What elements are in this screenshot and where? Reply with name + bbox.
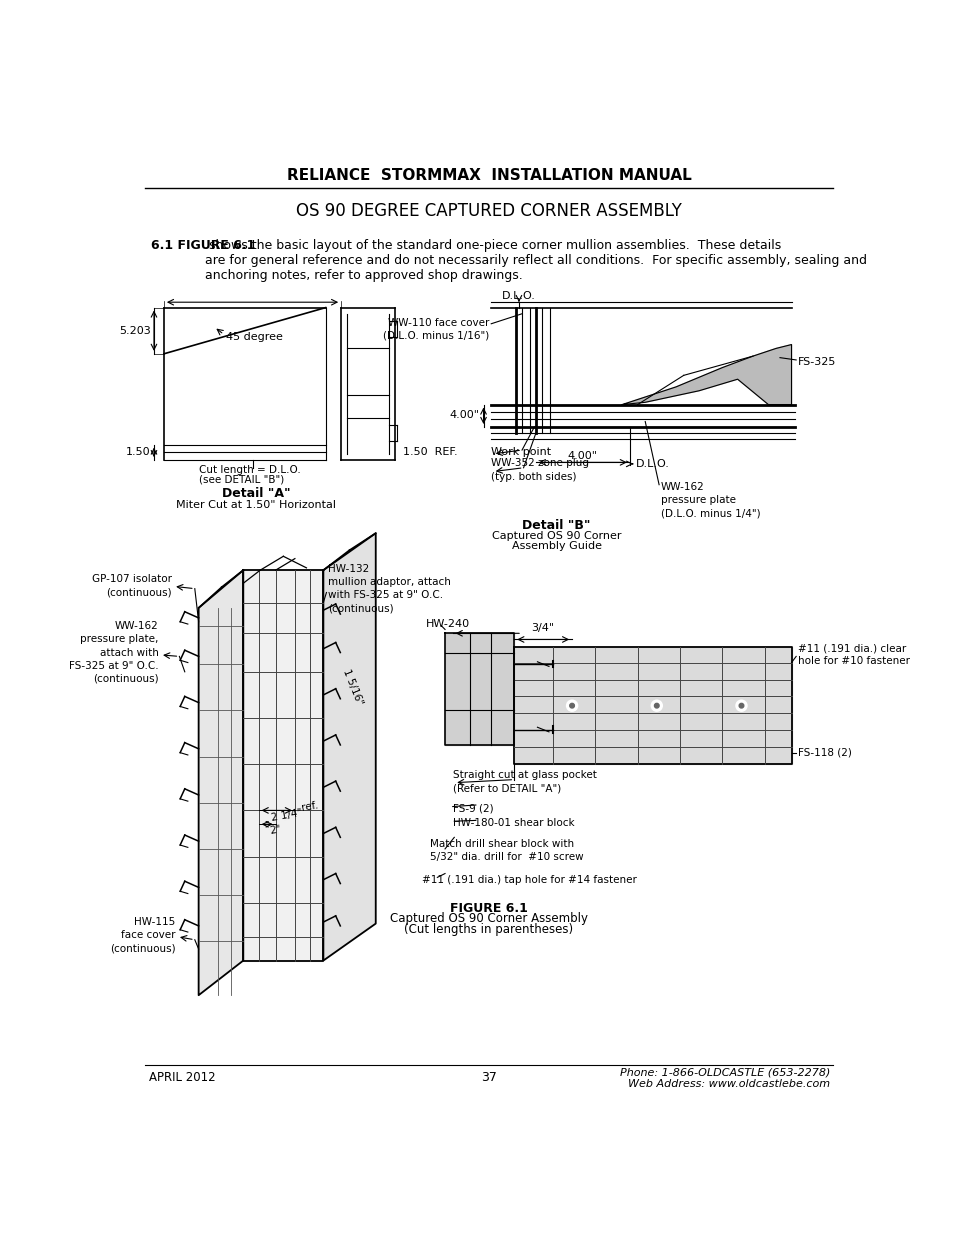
Text: 1.50  REF.: 1.50 REF. [402,447,456,457]
Text: 3/4": 3/4" [531,624,554,634]
Polygon shape [514,647,791,764]
Text: Detail "B": Detail "B" [522,519,590,532]
Text: 1.50: 1.50 [126,447,151,457]
Text: Match drill shear block with
5/32" dia. drill for  #10 screw: Match drill shear block with 5/32" dia. … [429,839,582,862]
Text: Captured OS 90 Corner: Captured OS 90 Corner [492,531,620,541]
Text: Web Address: www.oldcastlebe.com: Web Address: www.oldcastlebe.com [627,1078,829,1089]
Text: WW-162
pressure plate
(D.L.O. minus 1/4"): WW-162 pressure plate (D.L.O. minus 1/4"… [659,482,760,517]
Text: FS-325: FS-325 [797,357,835,367]
Text: 4.00": 4.00" [449,410,479,420]
Text: FS-9 (2): FS-9 (2) [453,804,493,814]
Text: (see DETAIL "B"): (see DETAIL "B") [198,474,284,484]
Text: HW-240: HW-240 [425,619,470,629]
Polygon shape [323,534,375,961]
Text: RELIANCE  STORMMAX  INSTALLATION MANUAL: RELIANCE STORMMAX INSTALLATION MANUAL [286,168,691,183]
Text: Straight cut at glass pocket
(Refer to DETAIL "A"): Straight cut at glass pocket (Refer to D… [453,771,596,794]
Circle shape [569,704,574,708]
Text: Work point: Work point [491,447,551,457]
Polygon shape [621,345,791,405]
Text: WW-110 face cover
(D.L.O. minus 1/16"): WW-110 face cover (D.L.O. minus 1/16") [383,317,489,341]
Text: FIGURE 6.1: FIGURE 6.1 [450,902,527,915]
Text: FS-118 (2): FS-118 (2) [797,747,851,757]
Text: 4.00": 4.00" [567,451,598,461]
Text: D.L.O.: D.L.O. [501,291,536,301]
Text: OS 90 DEGREE CAPTURED CORNER ASSEMBLY: OS 90 DEGREE CAPTURED CORNER ASSEMBLY [295,203,681,220]
Text: shows the basic layout of the standard one-piece corner mullion assemblies.  The: shows the basic layout of the standard o… [205,240,866,282]
Polygon shape [243,571,323,961]
Text: 37: 37 [480,1071,497,1084]
Text: Cut length = D.L.O.: Cut length = D.L.O. [198,466,300,475]
Circle shape [566,700,577,711]
Text: (Cut lengths in parentheses): (Cut lengths in parentheses) [404,924,573,936]
Text: #11 (.191 dia.) tap hole for #14 fastener: #11 (.191 dia.) tap hole for #14 fastene… [421,874,637,884]
Circle shape [651,700,661,711]
Circle shape [739,704,743,708]
Text: 5.203: 5.203 [119,326,151,336]
Polygon shape [444,634,514,745]
Text: Miter Cut at 1.50" Horizontal: Miter Cut at 1.50" Horizontal [176,500,336,510]
Text: GP-107 isolator
(continuous): GP-107 isolator (continuous) [91,574,172,598]
Text: D.L.O.: D.L.O. [636,459,669,469]
Text: 2": 2" [269,824,282,836]
Text: 45 degree: 45 degree [225,332,282,342]
Text: Assembly Guide: Assembly Guide [511,541,601,551]
Text: Phone: 1-866-OLDCASTLE (653-2278): Phone: 1-866-OLDCASTLE (653-2278) [619,1067,829,1077]
Circle shape [736,700,746,711]
Text: Detail "A": Detail "A" [222,487,291,500]
Text: Captured OS 90 Corner Assembly: Captured OS 90 Corner Assembly [390,913,587,925]
Text: HW-115
face cover
(continuous): HW-115 face cover (continuous) [110,916,175,953]
Text: HW-132
mullion adaptor, attach
with FS-325 at 9" O.C.
(continuous): HW-132 mullion adaptor, attach with FS-3… [328,564,451,614]
Text: 2 1/4": 2 1/4" [271,808,303,824]
Text: ref.: ref. [300,800,318,813]
Text: 6.1 FIGURE 6.1: 6.1 FIGURE 6.1 [151,240,255,252]
Text: WW-162
pressure plate,
attach with
FS-325 at 9" O.C.
(continuous): WW-162 pressure plate, attach with FS-32… [69,621,158,684]
Text: APRIL 2012: APRIL 2012 [149,1071,215,1084]
Text: #11 (.191 dia.) clear
hole for #10 fastener: #11 (.191 dia.) clear hole for #10 faste… [797,643,909,667]
Polygon shape [198,571,243,995]
Circle shape [654,704,659,708]
Text: 1 5/16": 1 5/16" [341,668,364,706]
Text: WW-352 zone plug
(typ. both sides): WW-352 zone plug (typ. both sides) [491,458,589,482]
Text: HW-180-01 shear block: HW-180-01 shear block [453,819,574,829]
